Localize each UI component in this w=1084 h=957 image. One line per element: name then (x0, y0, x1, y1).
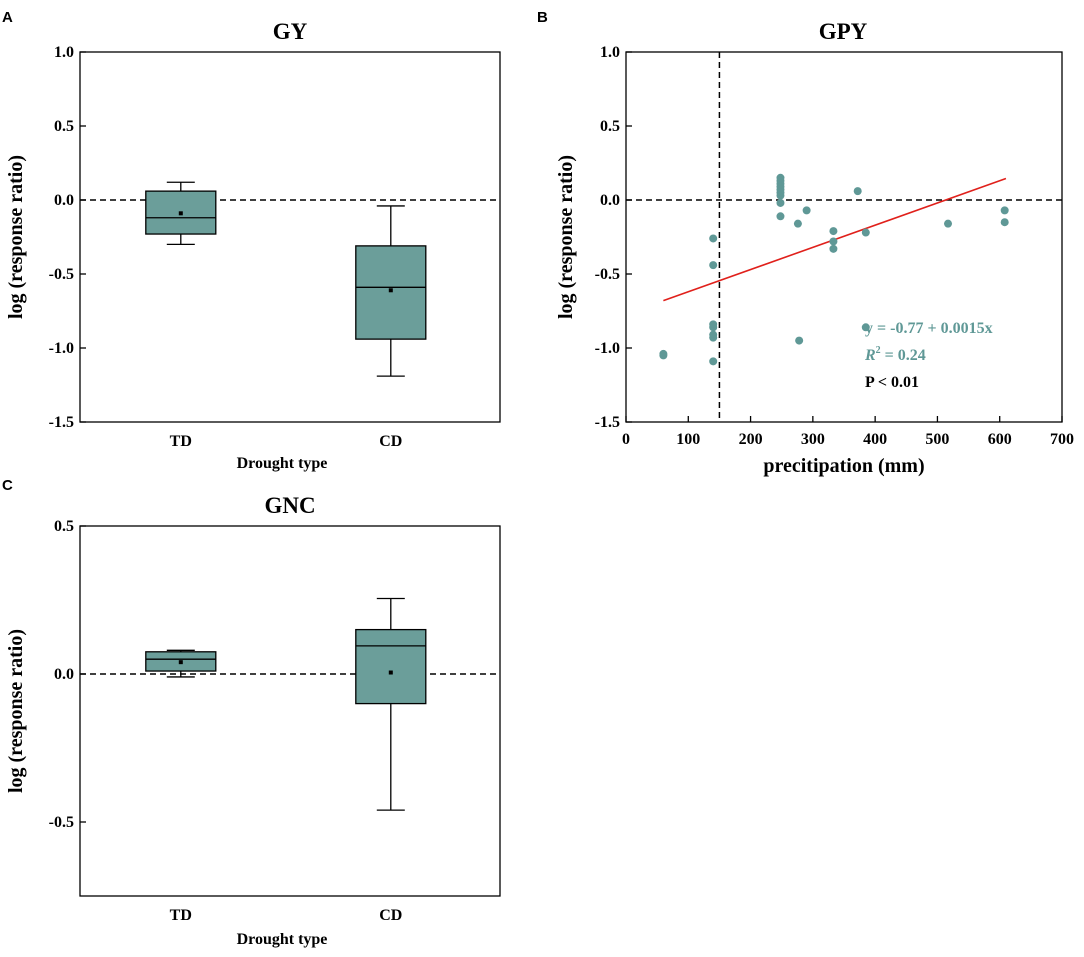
panel-a: A GY 1.0 0.5 0.0 -0.5 -1.0 -1.5 TD CD Drought… (2, 9, 501, 472)
panel-b-xtick-label: 300 (801, 431, 825, 448)
panel-c-y-axis-label: log (response ratio) (5, 629, 27, 793)
data-point (1000, 206, 1009, 215)
panel-letter-a: A (2, 9, 13, 26)
panel-b-x-axis-label: precitipation (mm) (763, 455, 924, 477)
panel-letter-b: B (537, 9, 548, 26)
panel-b-ytick-label: 0.5 (600, 118, 620, 135)
data-point (776, 198, 785, 207)
panel-b-title: GPY (819, 19, 868, 44)
data-point (709, 323, 718, 332)
panel-a-boxes (145, 181, 427, 377)
data-point (776, 212, 785, 221)
panel-a-ytick-label: -1.5 (49, 414, 74, 431)
data-point (709, 234, 718, 243)
panel-a-y-axis: 1.0 0.5 0.0 -0.5 -1.0 -1.5 (49, 44, 86, 431)
panel-a-category-label: CD (379, 433, 402, 450)
panel-b-r-symbol: R (864, 347, 876, 364)
data-point (861, 228, 870, 237)
panel-b-y-axis-label: log (response ratio) (555, 155, 577, 319)
panel-letter-c: C (2, 477, 13, 494)
panel-b-p-value: P < 0.01 (865, 374, 919, 391)
iqr-box (355, 628, 427, 705)
data-point (861, 323, 870, 332)
data-point (853, 187, 862, 196)
data-point (659, 351, 668, 360)
panel-b-x-axis: 0 100 200 300 400 500 600 700 (622, 416, 1074, 448)
mean-marker (178, 211, 183, 216)
panel-a-title: GY (273, 19, 308, 44)
panel-a-y-axis-label: log (response ratio) (5, 155, 27, 319)
panel-c-ytick-label: 0.0 (54, 666, 74, 683)
panel-a-ytick-label: 1.0 (54, 44, 74, 61)
panel-a-box-cd (355, 205, 427, 377)
panel-a-category-label: TD (170, 433, 192, 450)
panel-b-r-value: = 0.24 (881, 347, 926, 364)
panel-c-box-cd (355, 597, 427, 811)
panel-c-title: GNC (264, 493, 315, 518)
panel-b-ytick-label: -0.5 (595, 266, 620, 283)
data-point (829, 237, 838, 246)
mean-marker (388, 670, 393, 675)
panel-b-r-sup: 2 (876, 345, 881, 356)
panel-a-x-axis-label: Drought type (237, 455, 328, 472)
panel-a-ytick-label: -1.0 (49, 340, 74, 357)
panel-b: B GPY 1.0 0.5 0.0 -0.5 -1.0 -1.5 0 100 200 300 40… (537, 9, 1074, 477)
panel-b-xtick-label: 600 (988, 431, 1012, 448)
panel-c-x-axis-label: Drought type (237, 931, 328, 948)
data-point (793, 219, 802, 228)
iqr-box (145, 190, 217, 235)
data-point (776, 191, 785, 200)
panel-c-category-label: CD (379, 907, 402, 924)
panel-b-equation-text: y = -0.77 + 0.0015x (865, 320, 993, 337)
panel-c-boxes (145, 597, 427, 811)
panel-b-points (659, 173, 1009, 366)
panel-a-ytick-label: 0.0 (54, 192, 74, 209)
data-point (795, 336, 804, 345)
panel-b-xtick-label: 100 (676, 431, 700, 448)
panel-b-ytick-label: -1.5 (595, 414, 620, 431)
data-point (944, 219, 953, 228)
panel-b-xtick-label: 700 (1050, 431, 1074, 448)
panel-c-plot-frame (79, 525, 501, 897)
iqr-box (355, 245, 427, 340)
data-point (709, 261, 718, 270)
panel-b-xtick-label: 200 (739, 431, 763, 448)
panel-c-ytick-label: -0.5 (49, 814, 74, 831)
panel-a-ytick-label: -0.5 (49, 266, 74, 283)
panel-c-box-td (145, 649, 217, 678)
panel-c-category-label: TD (170, 907, 192, 924)
panel-b-ytick-label: 1.0 (600, 44, 620, 61)
panel-b-xtick-label: 0 (622, 431, 630, 448)
mean-marker (178, 660, 183, 665)
panel-c-y-axis: 0.5 0.0 -0.5 (49, 518, 86, 831)
data-point (829, 227, 838, 236)
panel-a-plot-frame (79, 51, 501, 423)
data-point (709, 333, 718, 342)
data-point (802, 206, 811, 215)
data-point (709, 357, 718, 366)
panel-b-r-squared: R2 = 0.24 (864, 345, 926, 364)
panel-b-plot-frame (625, 51, 1063, 423)
panel-a-box-td (145, 181, 217, 246)
data-point (829, 244, 838, 253)
panel-b-equation: y = -0.77 + 0.0015x (865, 320, 993, 337)
panel-b-xtick-label: 500 (925, 431, 949, 448)
panel-c: C GNC 0.5 0.0 -0.5 TD CD Drought type log … (2, 477, 501, 948)
panel-b-xtick-label: 400 (863, 431, 887, 448)
data-point (1000, 218, 1009, 227)
panel-b-ytick-label: -1.0 (595, 340, 620, 357)
panel-a-ytick-label: 0.5 (54, 118, 74, 135)
panel-b-ytick-label: 0.0 (600, 192, 620, 209)
mean-marker (388, 288, 393, 293)
panel-c-ytick-label: 0.5 (54, 518, 74, 535)
panel-b-y-axis: 1.0 0.5 0.0 -0.5 -1.0 -1.5 (595, 44, 632, 431)
